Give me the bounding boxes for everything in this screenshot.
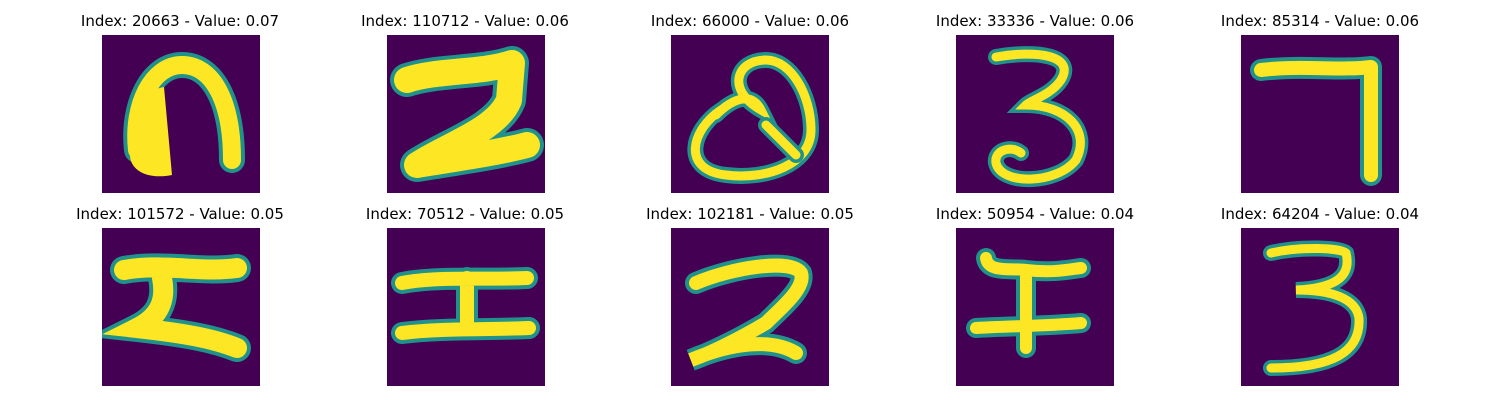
panel-title: Index: 110712 - Value: 0.06 <box>361 12 569 30</box>
panel-title: Index: 64204 - Value: 0.04 <box>1220 205 1420 223</box>
digit-image <box>671 228 829 386</box>
panel-title: Index: 20663 - Value: 0.07 <box>80 12 280 30</box>
digit-image <box>1241 35 1399 193</box>
digit-image <box>387 228 545 386</box>
digit-image <box>956 35 1114 193</box>
panel-title: Index: 102181 - Value: 0.05 <box>646 205 854 223</box>
digit-image <box>387 35 545 193</box>
digit-image <box>102 228 260 386</box>
panel-title: Index: 85314 - Value: 0.06 <box>1220 12 1420 30</box>
panel-title: Index: 101572 - Value: 0.05 <box>76 205 284 223</box>
panel-title: Index: 70512 - Value: 0.05 <box>365 205 565 223</box>
digit-image <box>102 35 260 193</box>
digit-image <box>1241 228 1399 386</box>
digit-image <box>671 35 829 193</box>
panel-title: Index: 33336 - Value: 0.06 <box>935 12 1135 30</box>
digit-image <box>956 228 1114 386</box>
panel-title: Index: 50954 - Value: 0.04 <box>935 205 1135 223</box>
panel-title: Index: 66000 - Value: 0.06 <box>650 12 850 30</box>
